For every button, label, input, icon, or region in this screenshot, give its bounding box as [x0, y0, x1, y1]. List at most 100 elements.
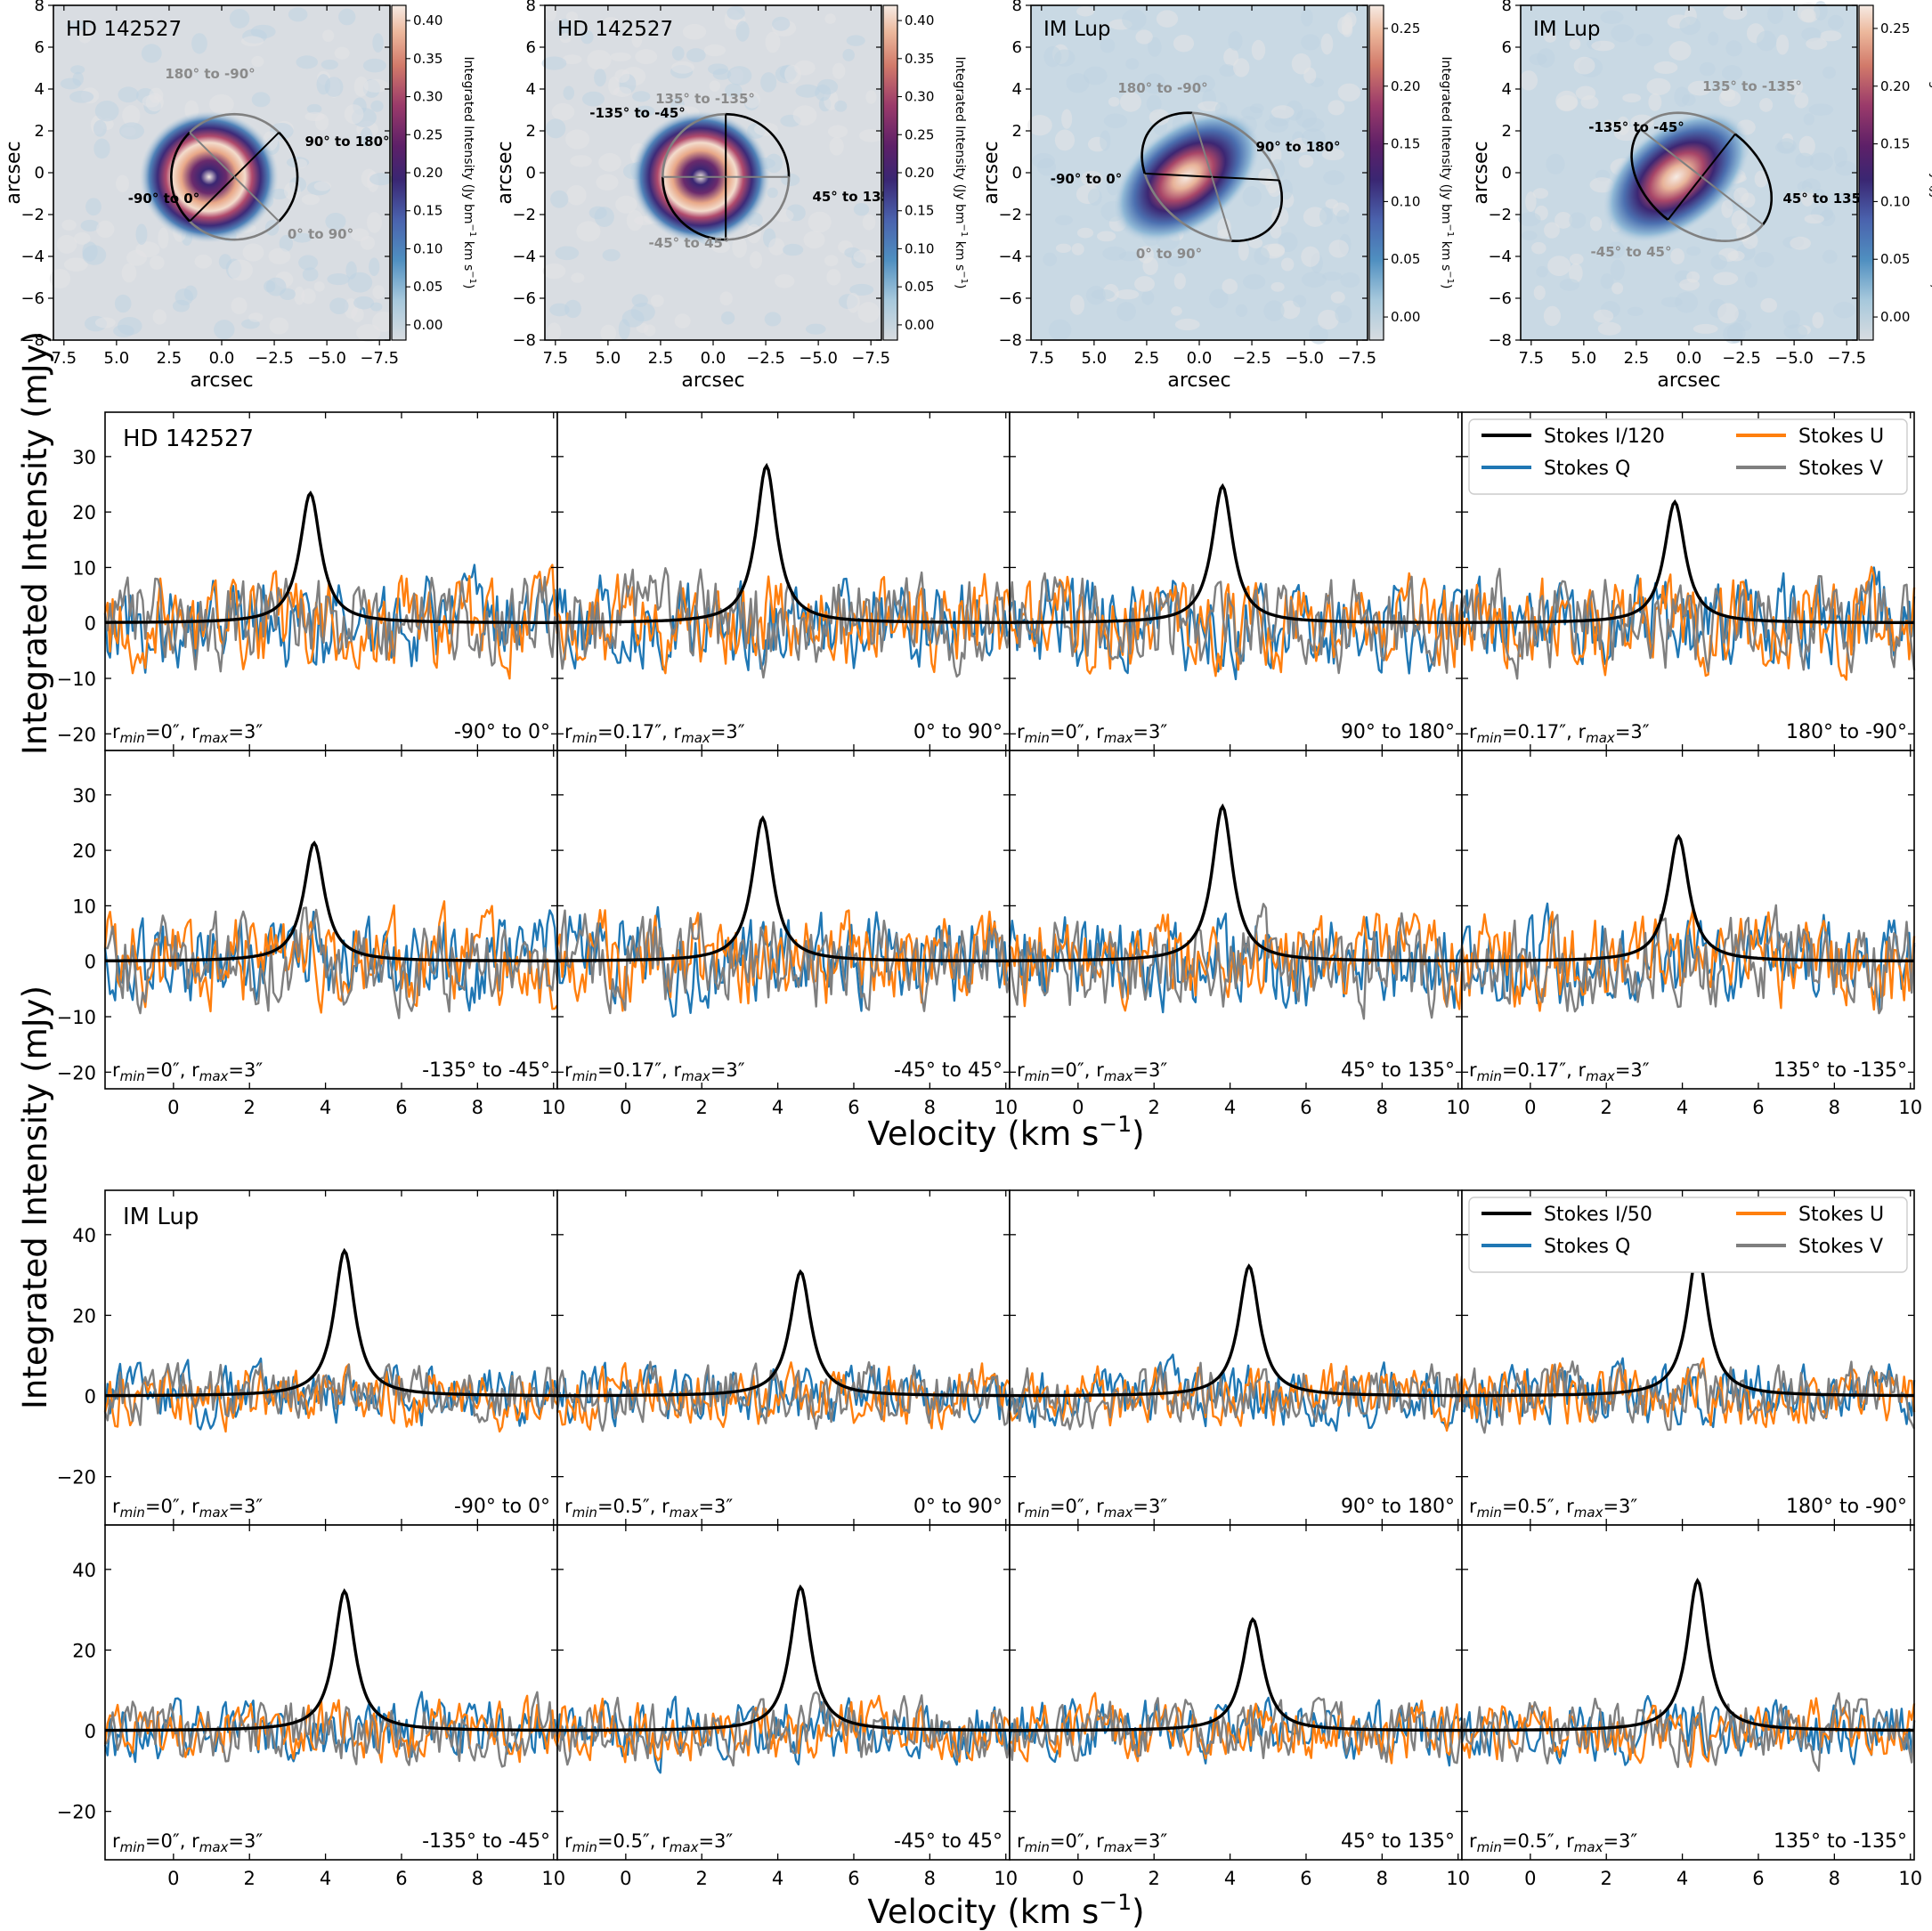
y-tick-label: 0 — [526, 164, 536, 183]
map-noise-speckle — [792, 105, 817, 126]
map-noise-speckle — [304, 111, 325, 122]
map-noise-speckle — [1835, 191, 1856, 206]
stokes-v-line — [556, 909, 1011, 1015]
im-xlabel: Velocity (km s−1) — [867, 1889, 1144, 1931]
y-tick-label: 6 — [1502, 38, 1512, 57]
region-annotation: -135° to -45° — [422, 1830, 550, 1853]
radius-subscript: max — [1104, 730, 1133, 746]
spectra-title: HD 142527 — [123, 426, 254, 452]
map-noise-speckle — [334, 46, 350, 60]
spectrum-panel: 0 2 4 6 8 10 rmin=0.5″, rmax=3″ 135° to -135° — [1460, 1524, 1922, 1889]
colorbar-tick-label: 0.30 — [905, 89, 934, 105]
colorbar-label: Integrated Intensity (Jy bm−1 km s−1) — [1928, 57, 1932, 289]
map-panel: 135° to -135°-135° to -45° 45° to 135° -45… — [494, 0, 969, 392]
x-tick-label: 8 — [924, 1097, 936, 1118]
colorbar-tick-label: 0.20 — [1880, 78, 1910, 94]
map-noise-speckle — [581, 91, 605, 107]
radius-text: r — [564, 721, 572, 742]
region-label: 90° to 180° — [304, 134, 389, 150]
region-annotation: 180° to -90° — [1786, 721, 1907, 743]
spectrum-panel: 0 2 4 6 8 10 rmin=0.17″, rmax=3″ 135° to -135° — [1460, 750, 1922, 1118]
colorbar-tick-label: 0.00 — [905, 317, 934, 333]
radius-subscript: min — [572, 1505, 597, 1521]
x-tick-label: 6 — [395, 1868, 407, 1889]
radius-annotation: rmin=0.17″, rmax=3″ — [564, 721, 745, 746]
y-tick-label: 0 — [85, 613, 96, 635]
panel-background — [1462, 750, 1914, 1089]
map-noise-speckle — [1097, 231, 1116, 242]
map-noise-speckle — [1303, 67, 1317, 84]
colorbar-tick-label: 0.20 — [905, 165, 934, 181]
map-noise-speckle — [1242, 273, 1266, 290]
radius-subscript: max — [199, 1839, 229, 1855]
x-tick-label: 7.5 — [542, 349, 568, 368]
map-noise-speckle — [1800, 8, 1816, 22]
x-tick-label: 4 — [772, 1097, 783, 1118]
map-noise-speckle — [1263, 300, 1285, 321]
map-noise-speckle — [1049, 176, 1064, 187]
x-tick-label: 8 — [1829, 1868, 1840, 1889]
radius-annotation: rmin=0.5″, rmax=3″ — [1469, 1496, 1637, 1521]
map-noise-speckle — [372, 33, 384, 53]
map-noise-speckle — [1630, 114, 1654, 130]
x-tick-label: 6 — [1300, 1097, 1311, 1118]
radius-annotation: rmin=0.17″, rmax=3″ — [1469, 1059, 1650, 1084]
map-noise-speckle — [1122, 9, 1147, 31]
y-tick-label: 0 — [1502, 164, 1512, 183]
legend: Stokes I/50 Stokes Q Stokes U Stokes V — [1468, 1197, 1908, 1273]
map-noise-speckle — [1627, 306, 1644, 316]
y-tick-label: 40 — [72, 1225, 96, 1246]
region-annotation: 90° to 180° — [1341, 1496, 1455, 1518]
map-noise-speckle — [1270, 158, 1286, 179]
map-noise-speckle — [66, 20, 91, 31]
map-noise-speckle — [251, 55, 264, 68]
stokes-i-line — [1010, 1263, 1462, 1398]
map-noise-speckle — [1809, 152, 1833, 171]
map-noise-speckle — [1543, 305, 1561, 327]
map-noise-speckle — [1100, 130, 1111, 151]
map-noise-speckle — [1699, 61, 1716, 77]
map-noise-speckle — [347, 272, 373, 293]
region-divider — [1639, 128, 1702, 178]
map-noise-speckle — [1142, 256, 1158, 276]
map-noise-speckle — [650, 294, 664, 307]
disk-emission — [139, 110, 279, 243]
map-noise-speckle — [1668, 40, 1692, 61]
map-noise-speckle — [301, 194, 321, 206]
map-noise-speckle — [541, 56, 567, 70]
y-tick-label: 0 — [35, 164, 45, 183]
panel-background — [557, 1190, 1010, 1525]
map-noise-speckle — [853, 249, 878, 264]
map-noise-speckle — [570, 155, 592, 167]
region-divider — [1667, 176, 1702, 221]
colorbar-label-exp: −1 — [467, 224, 477, 238]
y-tick-label: −20 — [57, 724, 96, 745]
map-noise-speckle — [1223, 47, 1239, 67]
stokes-u-line — [103, 900, 558, 1014]
map-noise-speckle — [1693, 323, 1718, 334]
colorbar-tick-label: 0.15 — [1391, 136, 1420, 152]
x-tick-label: 2 — [696, 1097, 708, 1118]
map-noise-speckle — [1125, 58, 1140, 70]
map-noise-speckle — [149, 256, 165, 270]
map-noise-speckle — [1323, 170, 1345, 185]
map-noise-speckle — [353, 76, 369, 97]
map-noise-speckle — [1301, 246, 1320, 267]
radius-subscript: min — [572, 730, 597, 746]
stokes-v-line — [1460, 567, 1916, 680]
x-tick-label: 4 — [320, 1868, 331, 1889]
stokes-u-line — [103, 1694, 559, 1764]
map-noise-speckle — [565, 129, 590, 150]
region-annotation: -45° to 45° — [894, 1059, 1003, 1082]
radius-annotation: rmin=0.5″, rmax=3″ — [564, 1496, 733, 1521]
x-tick-label: 10 — [1898, 1097, 1922, 1118]
map-noise-speckle — [659, 109, 678, 119]
stokes-i-line — [557, 462, 1011, 624]
map-noise-speckle — [1061, 109, 1073, 129]
map-noise-speckle — [1597, 321, 1621, 336]
radius-text: =0″, r — [145, 1059, 199, 1081]
map-noise-speckle — [784, 64, 801, 85]
map-noise-speckle — [709, 80, 721, 92]
region-contour — [1630, 128, 1669, 221]
region-contour — [1192, 111, 1280, 181]
